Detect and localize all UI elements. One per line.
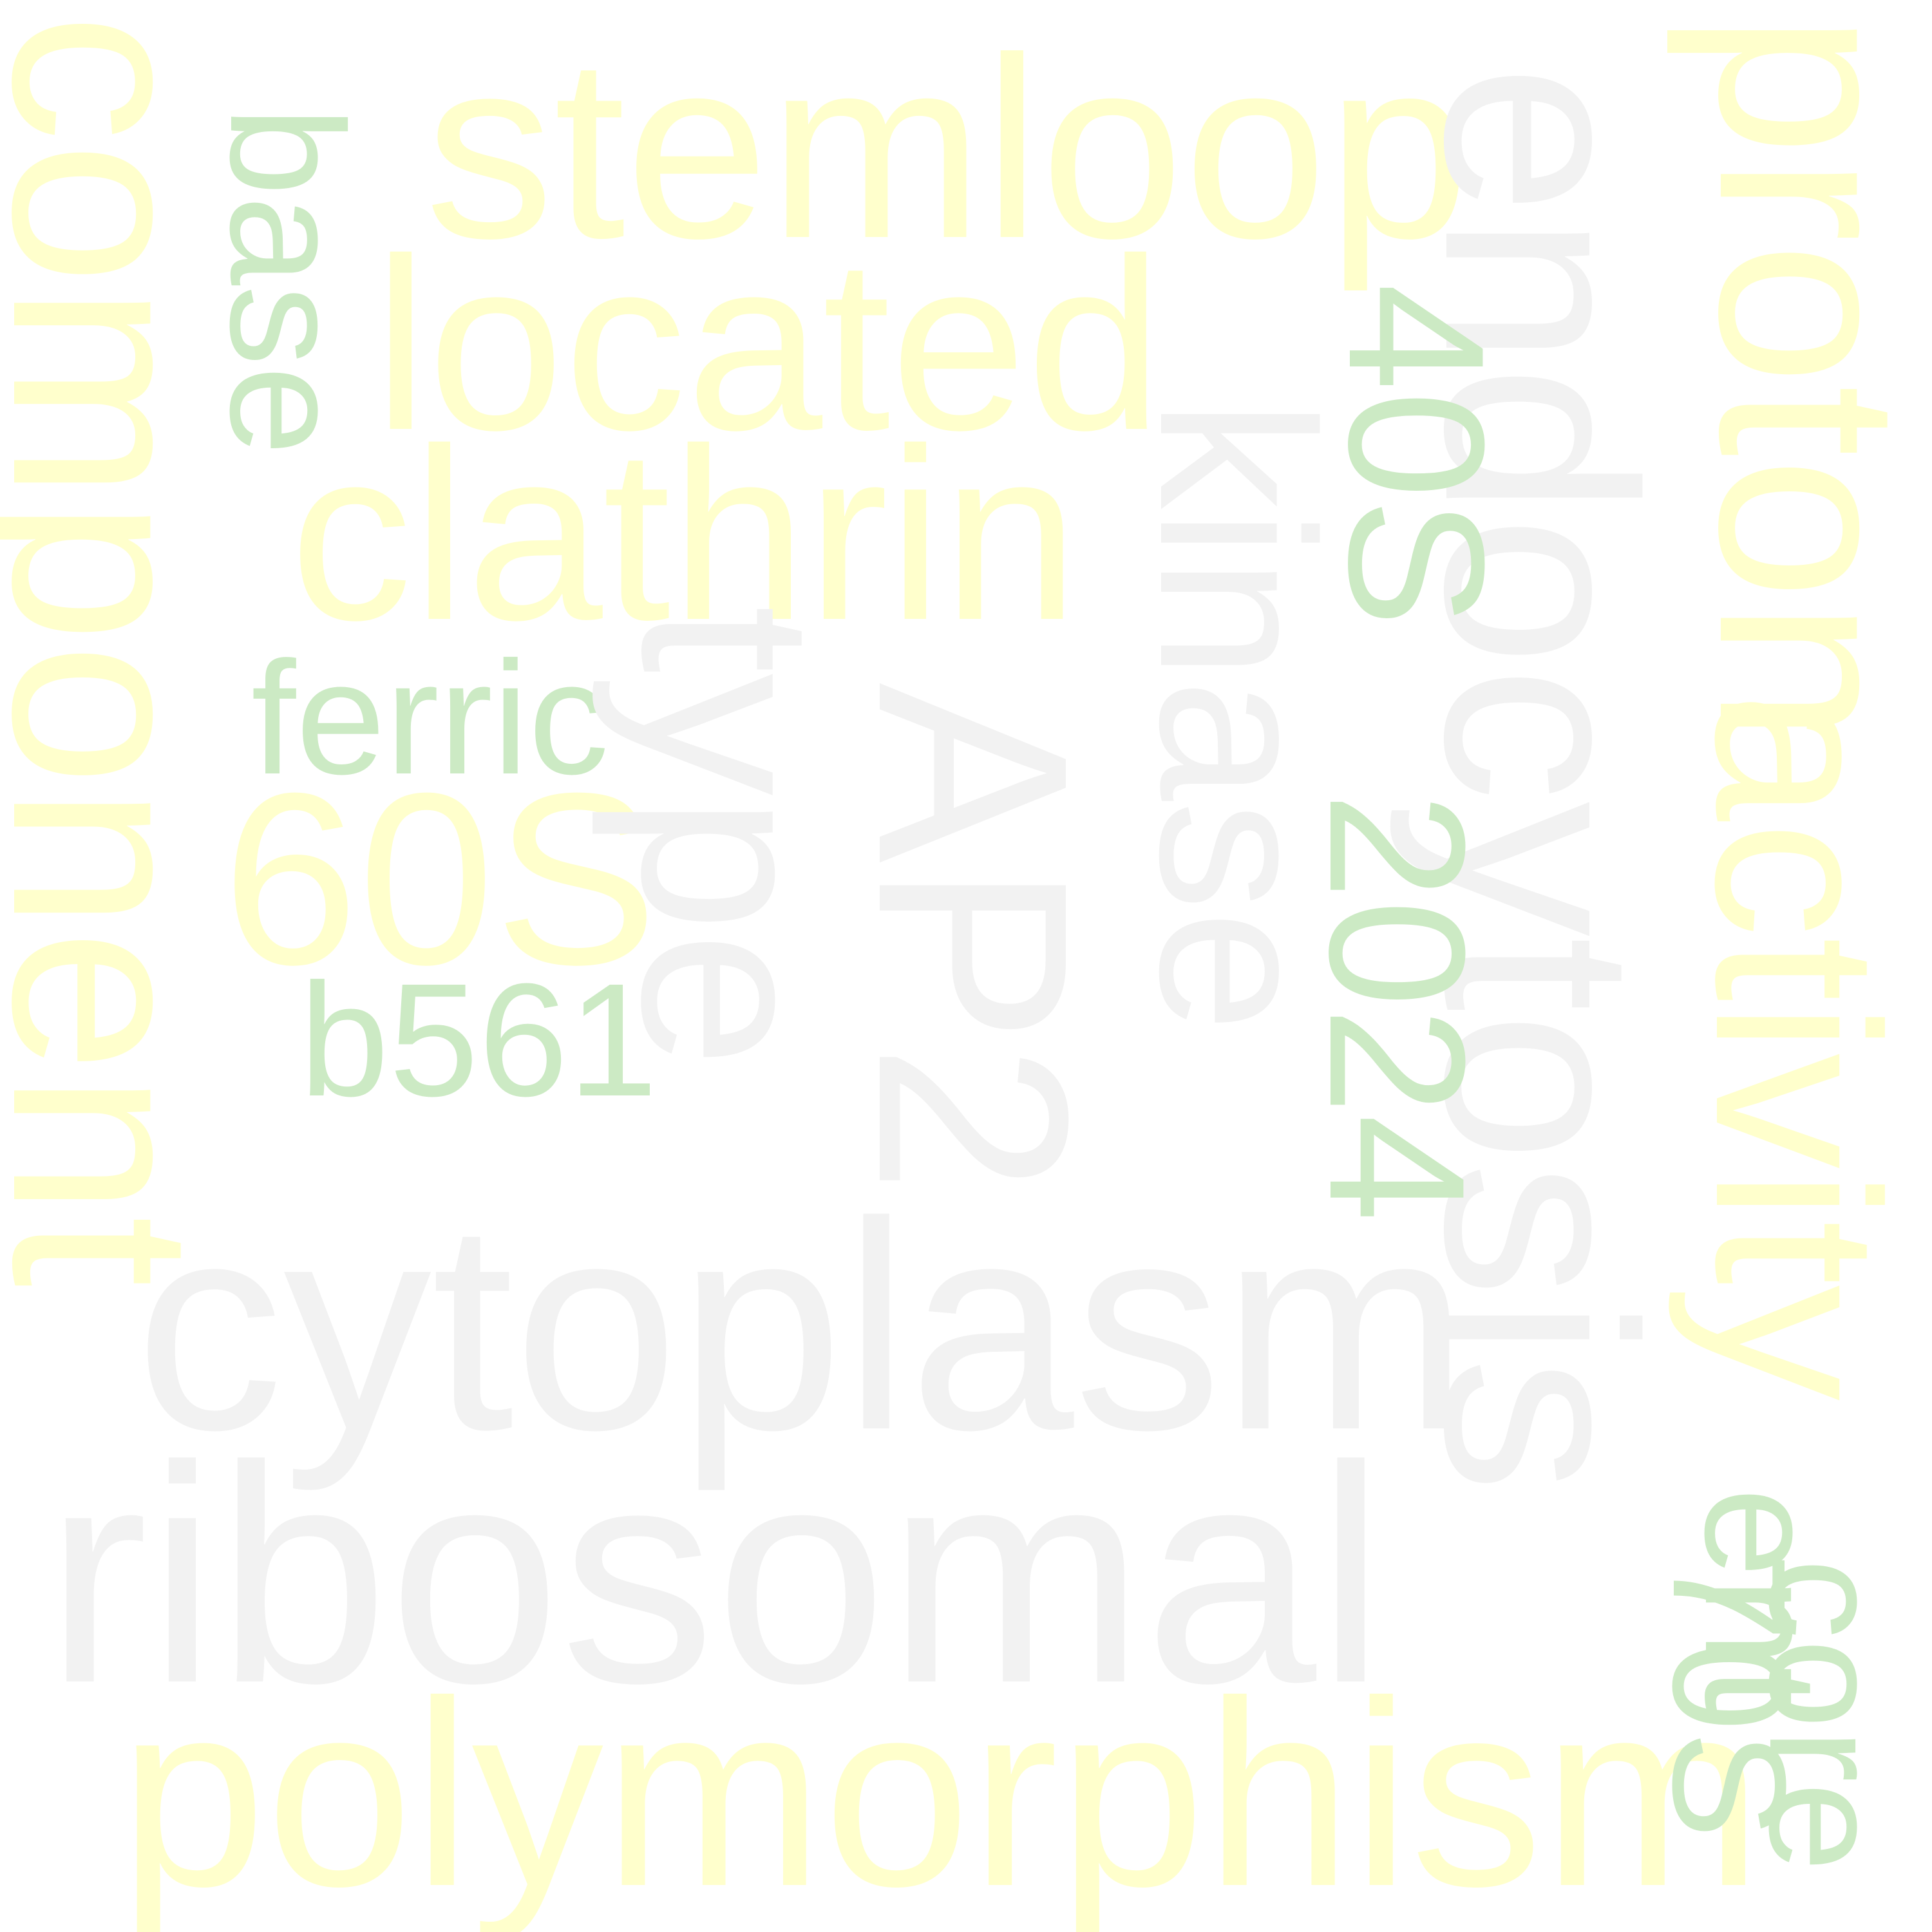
word-clathrin: clathrin	[290, 397, 1079, 671]
word-endocytosis: endocytosis	[1388, 64, 1690, 1493]
word-activity: activity	[1667, 692, 1926, 1401]
word-ribosomal: ribosomal	[45, 1401, 1385, 1747]
word-cytoplasm: cytoplasm	[135, 1161, 1469, 1492]
word-stemloop: stemloop	[425, 4, 1471, 292]
word-2024: 2024	[1289, 792, 1506, 1222]
word-base: base	[197, 106, 377, 456]
word-b561: b561	[299, 950, 658, 1130]
word-40s: 40S	[1309, 283, 1525, 627]
word-ferric: ferric	[251, 628, 609, 808]
word-proton: proton	[1666, 13, 1932, 744]
word-type: type	[591, 605, 865, 1068]
word-located: located	[374, 207, 1163, 481]
word-core: core	[1736, 1558, 1916, 1872]
word-polymorphism: polymorphism	[119, 1646, 1763, 1932]
word-60s: 60S	[222, 742, 658, 1016]
word-ap2: AP2	[822, 683, 1124, 1194]
